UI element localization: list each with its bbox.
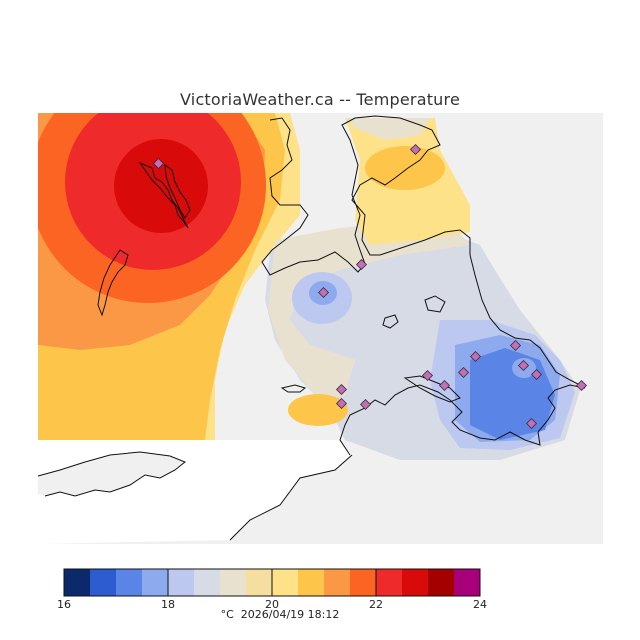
station-marker[interactable] [509, 339, 522, 352]
station-marker[interactable] [457, 366, 470, 379]
legend-swatch [246, 569, 272, 596]
legend-swatch [454, 569, 480, 596]
coastline-south-strait [37, 451, 186, 497]
legend-swatch [116, 569, 142, 596]
legend-tick-label: 16 [57, 598, 71, 611]
station-marker[interactable] [530, 368, 543, 381]
color-scale-legend: 16 18 20 22 24 [57, 568, 487, 611]
legend-swatch [402, 569, 428, 596]
legend-swatch [324, 569, 350, 596]
coastline-islet-2 [382, 314, 399, 329]
station-marker[interactable] [525, 417, 538, 430]
coastline-south-east [229, 454, 353, 541]
contour-band-22.5-23 [114, 139, 208, 233]
station-marker[interactable] [317, 286, 330, 299]
coastline-island-north-2 [164, 163, 191, 219]
legend-tick-label: 22 [369, 598, 383, 611]
station-marker[interactable] [438, 379, 451, 392]
timestamp-text: 2026/04/19 18:12 [240, 608, 340, 621]
legend-swatch [142, 569, 168, 596]
map-area [38, 113, 603, 544]
legend-unit: °C [220, 608, 234, 621]
station-marker[interactable] [335, 397, 348, 410]
coastline-islet-1 [280, 384, 307, 393]
legend-swatch [272, 569, 298, 596]
legend-swatch [350, 569, 376, 596]
legend-unit-timestamp: °C 2026/04/19 18:12 [0, 608, 560, 621]
legend-tick-label: 20 [265, 598, 279, 611]
legend-swatch [220, 569, 246, 596]
legend-swatch [194, 569, 220, 596]
contour-band-19.5-20 [268, 222, 470, 400]
station-marker[interactable] [469, 350, 482, 363]
legend-swatch [168, 569, 194, 596]
coastline-island-north [138, 161, 189, 229]
station-marker[interactable] [421, 369, 434, 382]
legend-swatch [64, 569, 90, 596]
legend-swatch [376, 569, 402, 596]
station-marker[interactable] [152, 157, 165, 170]
station-marker[interactable] [409, 143, 422, 156]
station-marker[interactable] [575, 379, 588, 392]
station-marker[interactable] [335, 383, 348, 396]
weather-stations [152, 143, 588, 430]
legend-tick-label: 18 [161, 598, 175, 611]
coastline-islet-3 [424, 295, 446, 313]
station-marker[interactable] [517, 359, 530, 372]
legend-swatch [90, 569, 116, 596]
contour-band-20.5-21-south [288, 394, 348, 426]
coastline-island-west [97, 249, 129, 317]
station-marker[interactable] [359, 398, 372, 411]
contour-band-20.5-21-north [365, 146, 445, 190]
coastlines [37, 115, 586, 541]
legend-tick-label: 24 [473, 598, 487, 611]
page-title: VictoriaWeather.ca -- Temperature [180, 90, 460, 109]
water-strait [38, 452, 185, 496]
station-marker[interactable] [355, 258, 368, 271]
legend-swatch [428, 569, 454, 596]
coastline-mainland [261, 115, 586, 456]
contour-band-19.5-20-north [345, 118, 430, 140]
legend-swatch [298, 569, 324, 596]
